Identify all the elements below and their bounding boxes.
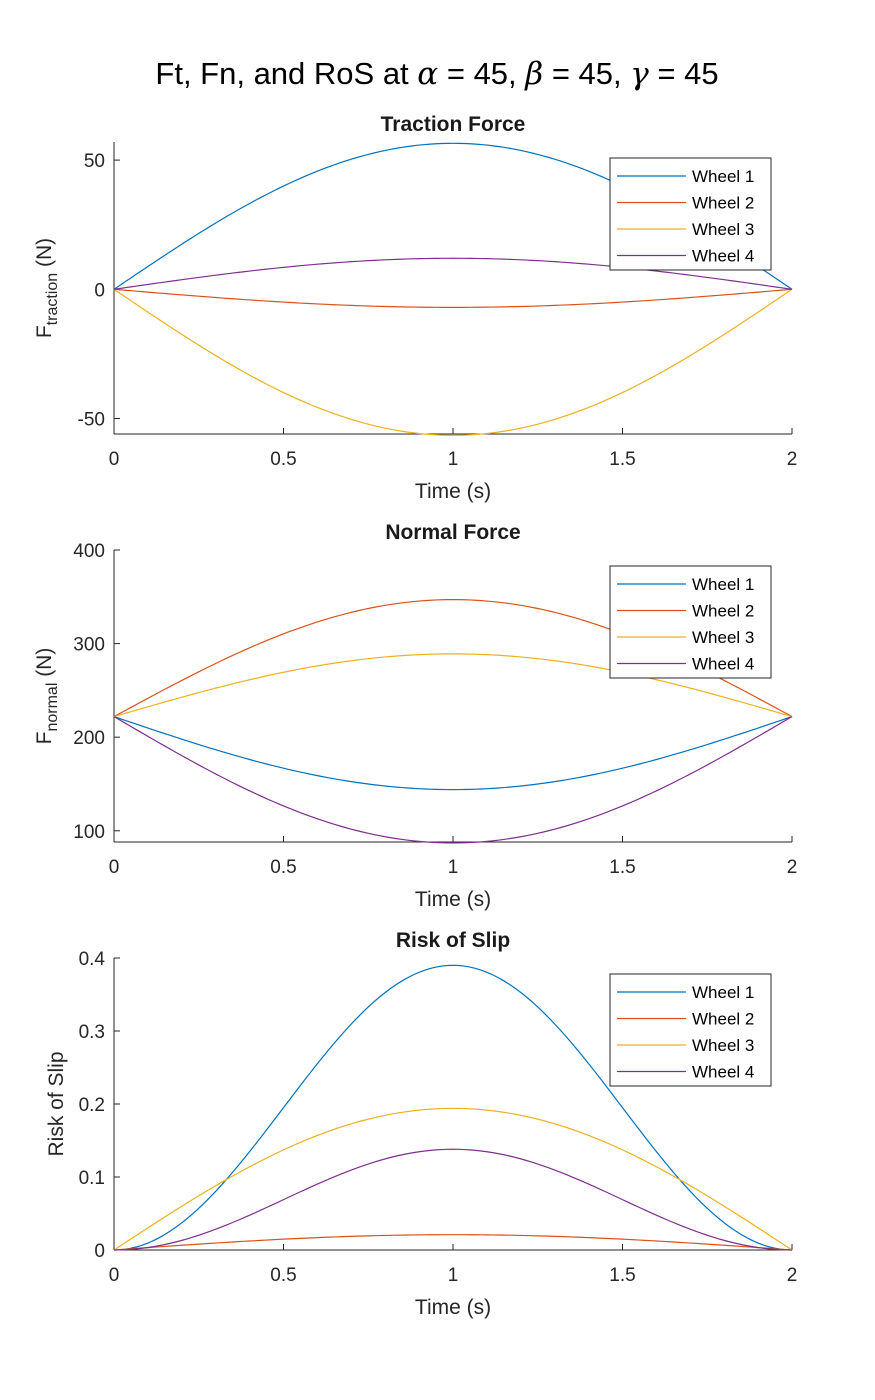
y-axis-label-subscript: normal	[44, 683, 61, 732]
series-line-wheel-2	[113, 288, 793, 308]
subplot-title: Traction Force	[381, 113, 526, 136]
x-tick-label: 0.5	[270, 1265, 296, 1286]
y-tick-label: 300	[73, 635, 105, 656]
x-tick-label: 1	[448, 1265, 459, 1286]
y-tick-label: 0.2	[79, 1095, 105, 1116]
y-axis-label-unit: (N)	[33, 238, 56, 273]
y-axis-label-main: Risk of Slip	[45, 1051, 68, 1156]
x-tick-label: 1	[448, 449, 459, 470]
series-line-wheel-1	[113, 716, 793, 791]
subplot-3: Risk of Slip 0 0.5 1 1.5 2 0 0.1 0.2 0.3 0.4 Time (…	[45, 929, 797, 1319]
figure-title-part: = 45,	[543, 56, 630, 91]
y-tick-label: 0	[94, 1241, 105, 1262]
legend-entry-label: Wheel 1	[692, 167, 754, 186]
x-tick-label: 0	[109, 857, 120, 878]
series-line-wheel-4	[113, 257, 793, 290]
legend: Wheel 1 Wheel 2 Wheel 3 Wheel 4	[609, 157, 772, 271]
legend-entry-label: Wheel 3	[692, 628, 754, 647]
x-tick-label: 1.5	[609, 857, 635, 878]
y-tick-label: 100	[73, 822, 105, 843]
legend-entry-label: Wheel 1	[692, 575, 754, 594]
y-axis-label-main: F	[33, 325, 56, 338]
y-tick-label: 0.4	[79, 949, 106, 970]
y-tick-label: -50	[78, 409, 105, 430]
legend-box	[609, 973, 772, 1087]
series-line-wheel-3	[113, 1107, 793, 1251]
y-tick-label: 0.1	[79, 1168, 105, 1189]
x-tick-label: 0.5	[270, 857, 296, 878]
y-axis-label: Risk of Slip	[45, 1051, 68, 1156]
legend-box	[609, 565, 772, 679]
legend-entry-label: Wheel 4	[692, 247, 754, 266]
x-tick-label: 1.5	[609, 449, 635, 470]
series-line-wheel-3	[113, 653, 793, 718]
legend-entry-label: Wheel 4	[692, 1063, 754, 1082]
x-axis-label: Time (s)	[415, 888, 491, 911]
x-tick-label: 2	[787, 1265, 798, 1286]
series-line-wheel-3	[113, 288, 793, 436]
x-tick-label: 0	[109, 449, 120, 470]
y-axis-label: Ftraction (N)	[33, 238, 61, 338]
x-tick-label: 2	[787, 857, 798, 878]
legend-entry-label: Wheel 2	[692, 602, 754, 621]
figure-title-symbol: α	[417, 56, 438, 92]
figure-title-part: = 45	[649, 56, 719, 91]
x-axis-label: Time (s)	[415, 480, 491, 503]
x-tick-label: 0	[109, 1265, 120, 1286]
y-tick-label: 400	[73, 541, 105, 562]
legend-entry-label: Wheel 4	[692, 655, 754, 674]
y-tick-label: 0.3	[79, 1022, 105, 1043]
subplot-2: Normal Force 0 0.5 1 1.5 2 100 200 300 400 Time (s…	[33, 521, 797, 911]
series-line-wheel-4	[113, 716, 793, 844]
x-tick-label: 1.5	[609, 1265, 635, 1286]
series-line-wheel-4	[113, 1148, 793, 1251]
subplot-title: Normal Force	[385, 521, 520, 544]
x-tick-label: 0.5	[270, 449, 296, 470]
y-tick-label: 200	[73, 728, 105, 749]
legend-entry-label: Wheel 2	[692, 1010, 754, 1029]
x-tick-label: 2	[787, 449, 798, 470]
y-axis-label-main: F	[33, 732, 56, 745]
figure-title-symbol: β	[524, 56, 543, 92]
figure-title-part: = 45,	[438, 56, 525, 91]
legend-box	[609, 157, 772, 271]
y-axis-label-unit: (N)	[33, 648, 56, 683]
legend-entry-label: Wheel 3	[692, 1036, 754, 1055]
x-axis-label: Time (s)	[415, 1296, 491, 1319]
figure-title: Ft, Fn, and RoS at α = 45, β = 45, γ = 4…	[155, 56, 718, 92]
y-tick-label: 0	[94, 280, 105, 301]
figure-title-symbol: γ	[630, 56, 649, 92]
figure-title-prefix: Ft, Fn, and RoS at	[155, 56, 417, 91]
legend: Wheel 1 Wheel 2 Wheel 3 Wheel 4	[609, 973, 772, 1087]
y-axis-label: Fnormal (N)	[33, 648, 61, 745]
legend: Wheel 1 Wheel 2 Wheel 3 Wheel 4	[609, 565, 772, 679]
subplot-title: Risk of Slip	[396, 929, 510, 952]
legend-entry-label: Wheel 1	[692, 983, 754, 1002]
y-axis-label-subscript: traction	[44, 273, 61, 325]
legend-entry-label: Wheel 3	[692, 220, 754, 239]
y-tick-label: 50	[84, 151, 105, 172]
legend-entry-label: Wheel 2	[692, 194, 754, 213]
series-line-wheel-2	[113, 1234, 793, 1251]
x-tick-label: 1	[448, 857, 459, 878]
